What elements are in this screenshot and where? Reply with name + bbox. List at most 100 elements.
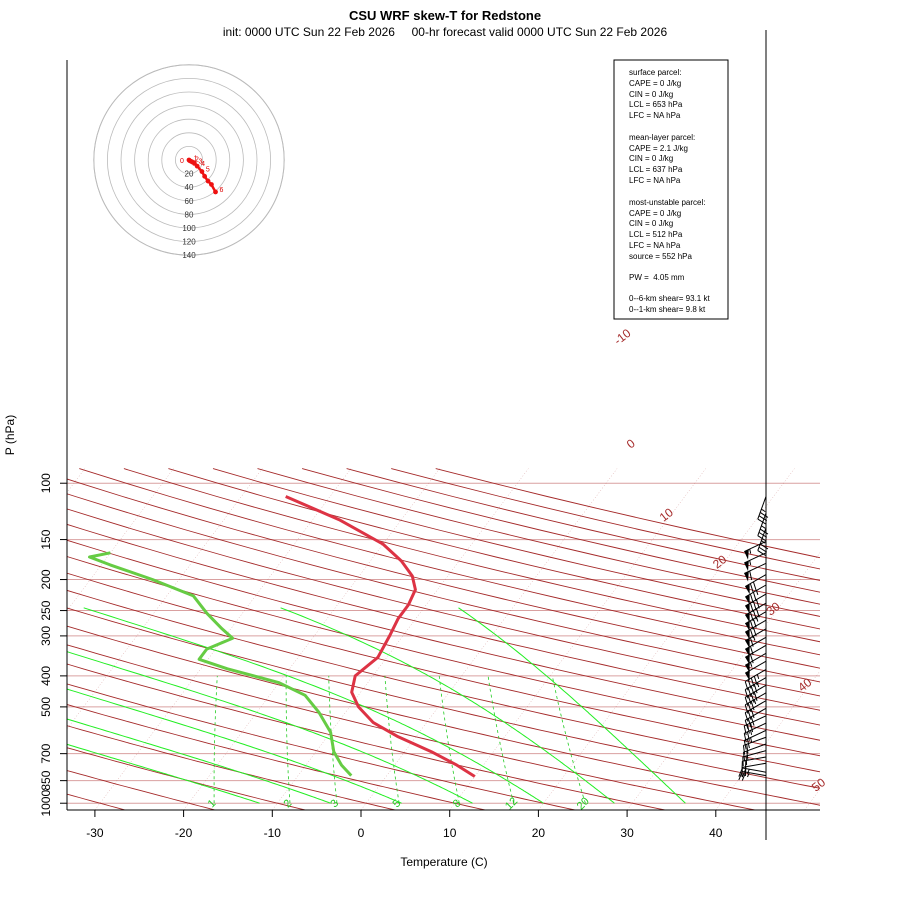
hodograph-point (194, 163, 200, 169)
pressure-tick-label: 300 (39, 626, 53, 646)
background-grid (67, 468, 900, 810)
pressure-tick-label: 200 (39, 569, 53, 589)
dry-adiabat-line (79, 468, 820, 656)
mean-layer-lfc: LFC = NA hPa (629, 176, 681, 185)
dry-adiabat-line (67, 770, 216, 810)
wind-barb (743, 715, 767, 736)
mixing-ratio-label: 8 (451, 797, 464, 810)
isotherm-line (94, 468, 352, 810)
dry-adiabat-line (67, 704, 486, 810)
x-axis-label: Temperature (C) (400, 855, 487, 869)
hodograph-point (213, 189, 218, 195)
surface-parcel-heading: surface parcel: (629, 68, 681, 77)
hodograph-ring-label: 40 (185, 183, 194, 192)
hodograph-ring (134, 105, 244, 215)
wind-barb (757, 512, 769, 542)
wind-barb (744, 562, 767, 582)
mixing-ratio-label: 2 (281, 797, 294, 810)
isotherm-line (360, 468, 618, 810)
pressure-tick-label: 850 (39, 770, 53, 790)
mixing-ratio-line (487, 675, 515, 804)
dry-adiabat-line (67, 572, 820, 757)
temperature-tick-label: -30 (86, 826, 104, 840)
hodograph-ring-label: 80 (185, 210, 194, 219)
pressure-tick-label: 500 (39, 697, 53, 717)
hodograph-ring (147, 118, 231, 202)
temperature-tick-label: -20 (175, 826, 193, 840)
wind-barb (744, 684, 767, 707)
hodograph-ring (93, 64, 285, 256)
dewpoint-profile-line (88, 551, 353, 777)
dry-adiabat-line (67, 747, 306, 810)
wind-barb (744, 700, 767, 722)
pressure-tick-label: 100 (39, 473, 53, 493)
wind-barbs (738, 496, 769, 781)
most-unstable-heading: most-unstable parcel: (629, 198, 705, 207)
wind-barb (744, 540, 767, 560)
isotherm-line (272, 468, 529, 810)
moist-adiabat-line (67, 688, 402, 804)
hodograph-height-label: 2 (195, 156, 199, 163)
shear-0-1km: 0--1-km shear= 9.8 kt (629, 305, 706, 314)
wind-barb (744, 552, 767, 572)
pressure-tick-label: 700 (39, 743, 53, 763)
isotherm-line (67, 468, 263, 730)
most-unstable-lfc: LFC = NA hPa (629, 241, 681, 250)
moist-adiabat-line (458, 607, 686, 804)
isotherm-label: 20 (710, 552, 729, 571)
mean-layer-lcl: LCL = 637 hPa (629, 165, 683, 174)
wind-barb (744, 707, 767, 730)
hodograph-height-label: 0 (180, 158, 184, 165)
shear-0-6km: 0--6-km shear= 93.1 kt (629, 294, 710, 303)
chart-title: CSU WRF skew-T for Redstone (349, 8, 541, 23)
wind-barb (744, 660, 767, 682)
moist-adiabat-line (83, 607, 544, 804)
wind-barb (757, 496, 769, 525)
hodograph-height-label: 6 (220, 187, 224, 194)
temperature-tick-label: 10 (443, 826, 457, 840)
dry-adiabat-line (67, 589, 820, 773)
temperature-profile-line (285, 495, 476, 778)
surface-lcl: LCL = 653 hPa (629, 100, 683, 109)
mean-layer-heading: mean-layer parcel: (629, 133, 695, 142)
pressure-tick-label: 250 (39, 600, 53, 620)
pressure-tick-label: 150 (39, 529, 53, 549)
isotherm-label: 50 (809, 775, 828, 794)
surface-cape: CAPE = 0 J/kg (629, 79, 681, 88)
most-unstable-lcl: LCL = 512 hPa (629, 230, 683, 239)
dry-adiabat-line (123, 468, 820, 643)
wind-barb (744, 636, 767, 658)
temperature-tick-labels: -30 -20 -10 0 10 20 30 40 (86, 810, 723, 840)
hodograph-ring (174, 145, 203, 174)
mixing-ratio-line (438, 675, 460, 804)
dry-adiabat-line (67, 725, 396, 810)
y-axis-label: P (hPa) (3, 415, 17, 455)
isotherm-line (893, 469, 900, 810)
pressure-tick-label: 400 (39, 666, 53, 686)
isotherm-line (67, 468, 174, 612)
chart-subtitle: init: 0000 UTC Sun 22 Feb 2026 00-hr for… (223, 25, 668, 39)
moist-adiabat-line (67, 651, 473, 804)
isotherm-label: -10 (611, 326, 634, 348)
wind-barb (744, 574, 767, 595)
dry-adiabat-line (67, 508, 820, 697)
hodograph-ring-label: 20 (185, 170, 194, 179)
hodograph-height-label: 4 (201, 161, 205, 168)
wind-barb (744, 628, 767, 649)
dry-adiabat-line (67, 539, 820, 726)
dry-adiabat-line (257, 468, 820, 605)
hodograph-point (202, 173, 208, 179)
isotherm-line (183, 468, 440, 810)
temperature-tick-label: 0 (358, 826, 365, 840)
dry-adiabat-line (67, 644, 755, 810)
dry-adiabat-line (67, 493, 820, 683)
dry-adiabat-line (67, 523, 820, 711)
wind-barb (744, 602, 767, 623)
mixing-ratio-line (384, 675, 400, 804)
isotherm-line (626, 552, 820, 810)
hodograph-ring-label: 140 (182, 251, 196, 260)
hodograph-ring (161, 132, 217, 188)
moist-adiabat-line (280, 607, 615, 804)
